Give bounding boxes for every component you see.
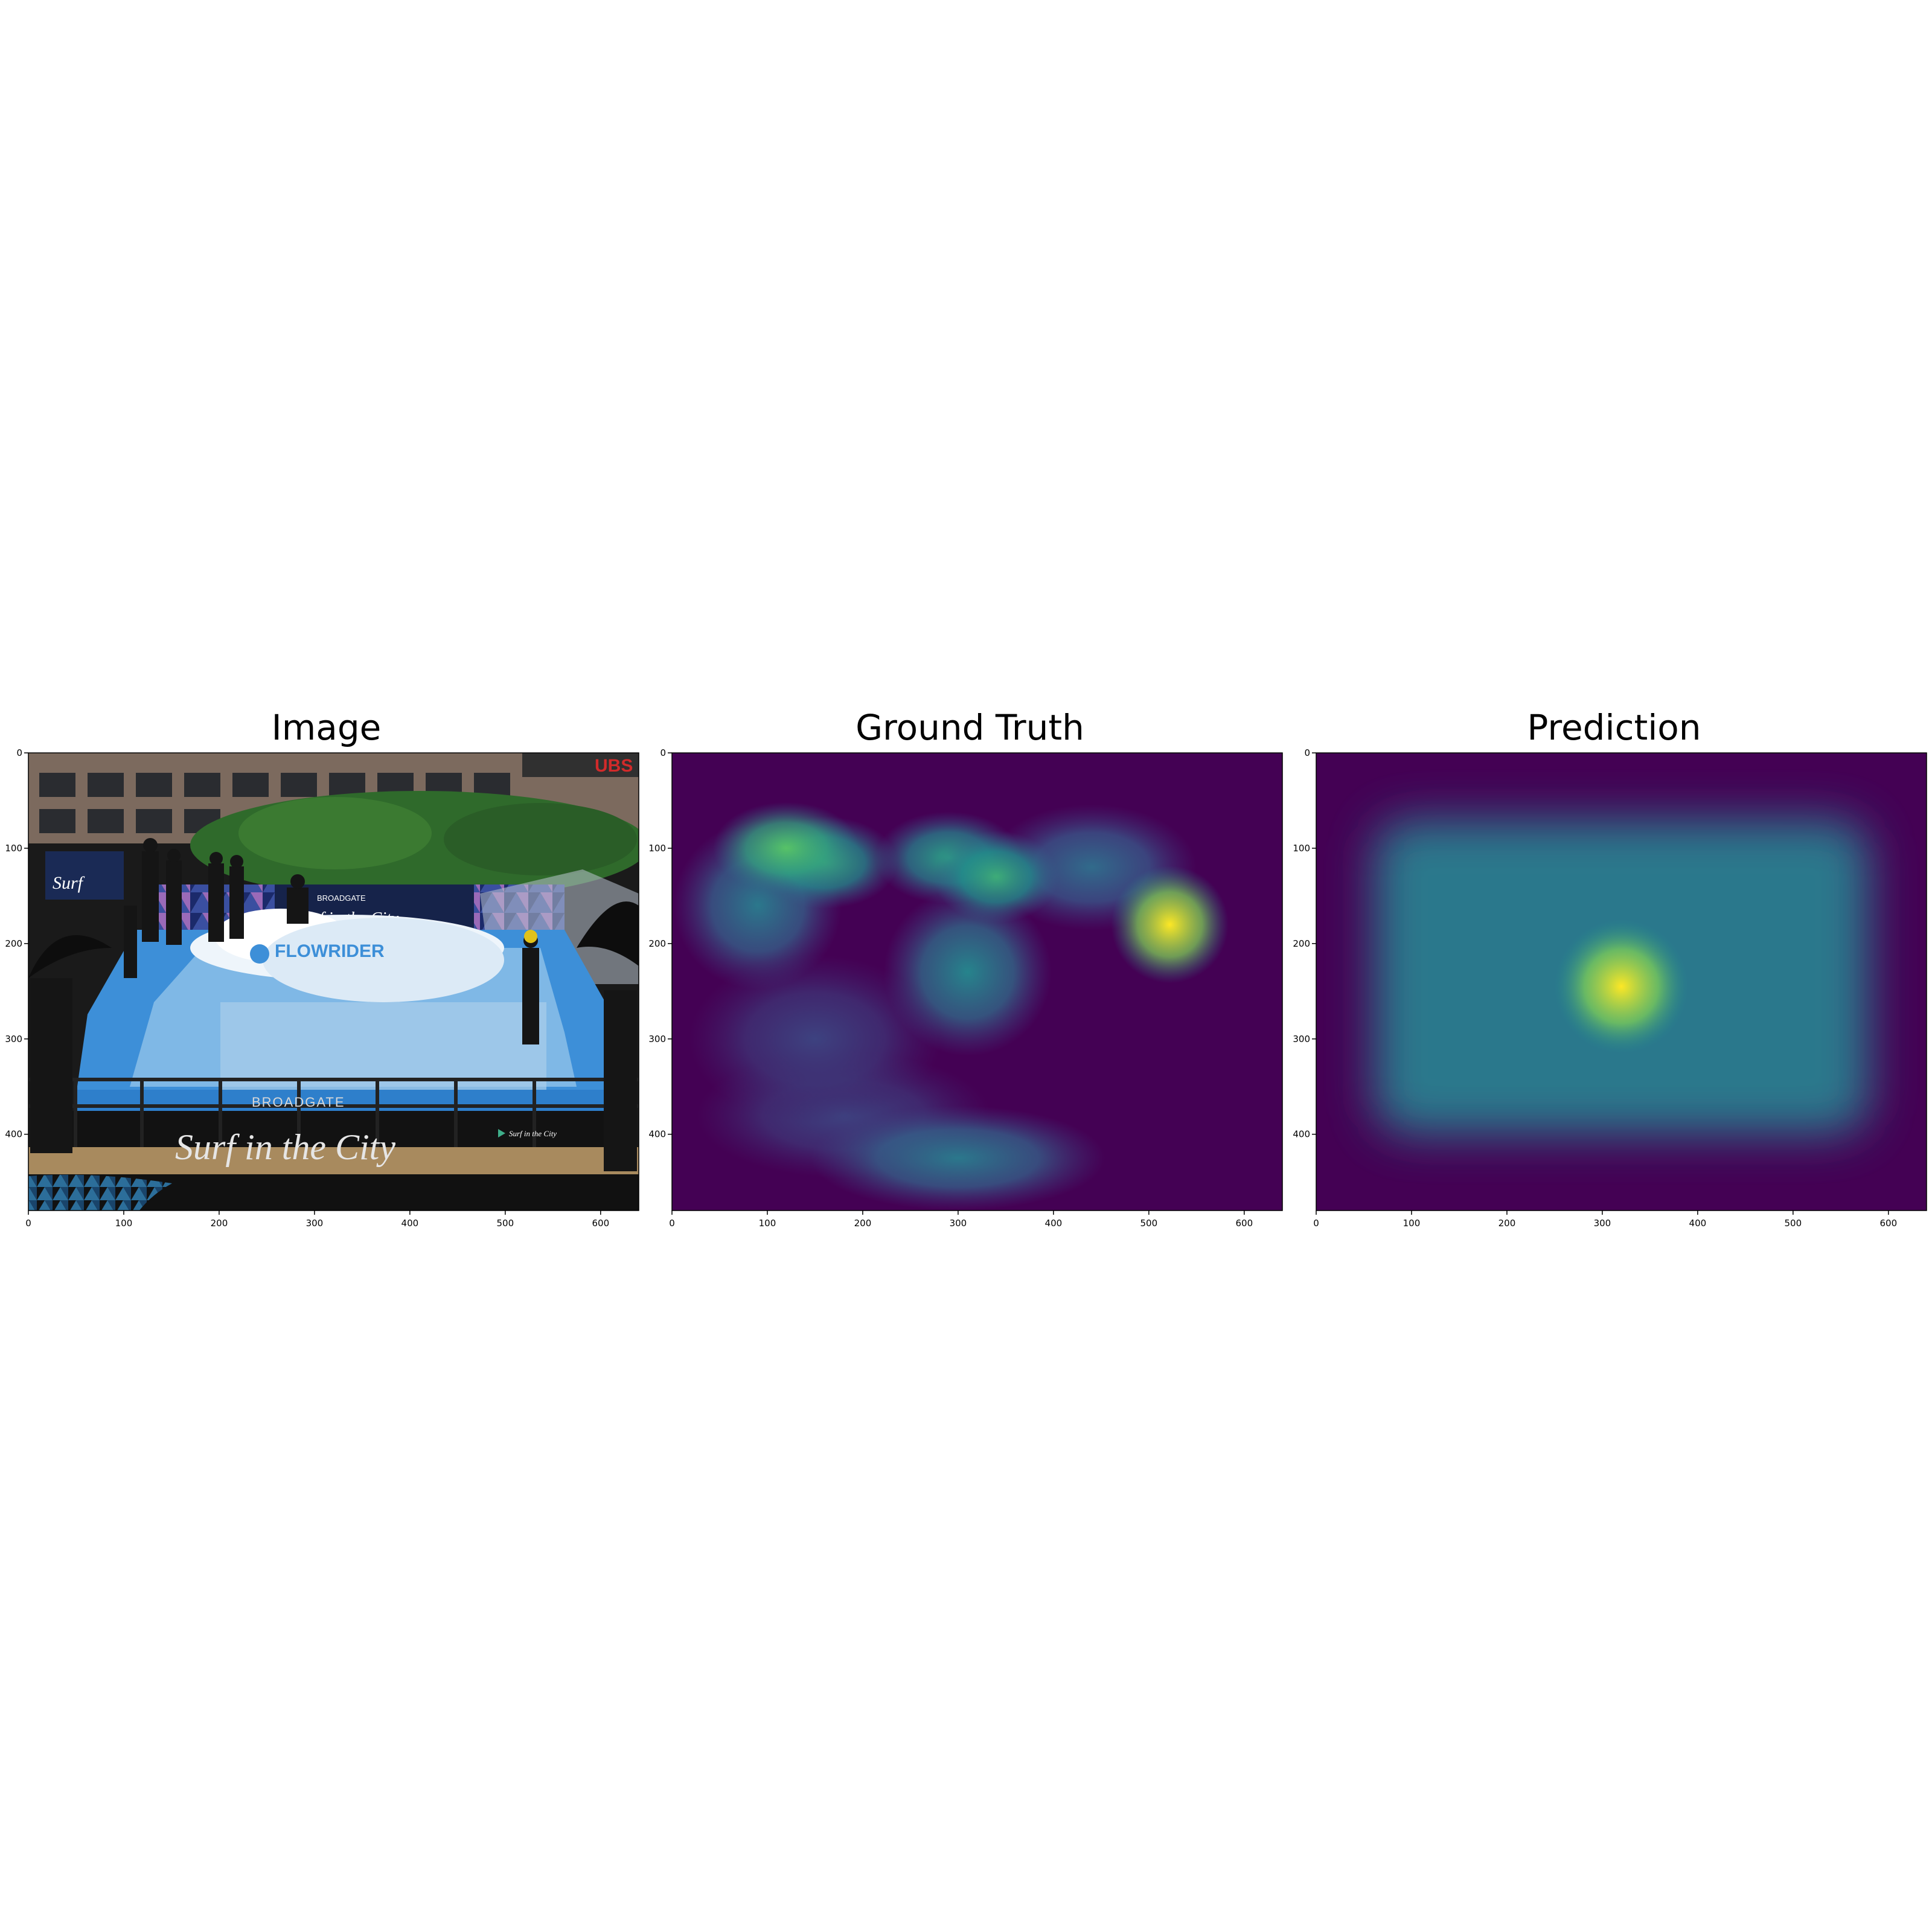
y-tick-label: 100 xyxy=(5,843,22,854)
heatmap-hotspot xyxy=(1111,865,1229,984)
x-tick-label: 600 xyxy=(1879,1218,1897,1229)
heatmap-hotspot xyxy=(883,888,1052,1057)
y-tick-label: 300 xyxy=(5,1034,22,1044)
y-tick-label: 300 xyxy=(1293,1034,1310,1044)
left-sign: Surf xyxy=(53,873,85,893)
x-tick-label: 0 xyxy=(669,1218,675,1229)
heatmap-hotspot xyxy=(933,830,1060,923)
y-tick-label: 200 xyxy=(5,938,22,949)
panel-image: Image xyxy=(5,706,649,1244)
y-tick-label: 200 xyxy=(1293,938,1310,949)
y-tick-label: 300 xyxy=(648,1034,666,1044)
panel-title: Ground Truth xyxy=(856,707,1084,748)
x-tick-label: 200 xyxy=(211,1218,228,1229)
ground-truth-plot: 0 100 200 300 400 500 600 0 100 200 300 400 xyxy=(648,747,1283,1229)
x-tick-label: 500 xyxy=(1785,1218,1802,1229)
axes-frame xyxy=(671,752,1283,1211)
x-tick-label: 100 xyxy=(759,1218,776,1229)
x-tick-label: 200 xyxy=(1499,1218,1516,1229)
deck xyxy=(28,1147,639,1177)
y-tick-label: 400 xyxy=(648,1129,666,1140)
x-tick-label: 300 xyxy=(1594,1218,1611,1229)
image-plot: UBS BROADGATE Surf in the City FLOWRIDER xyxy=(5,747,639,1229)
y-tick-label: 400 xyxy=(5,1129,22,1140)
x-tick-label: 200 xyxy=(854,1218,872,1229)
y-tick-label: 200 xyxy=(648,938,666,949)
umbrella-left xyxy=(28,935,112,978)
y-tick-label: 0 xyxy=(1304,747,1310,758)
x-tick-label: 0 xyxy=(1313,1218,1319,1229)
y-tick-label: 100 xyxy=(1293,843,1310,854)
panel-title: Prediction xyxy=(1527,707,1701,748)
panel-ground-truth: Ground Truth 0 100 200 300 400 500 600 0 100 200 3… xyxy=(648,706,1293,1244)
heatmap-hotspot xyxy=(811,1105,1105,1211)
y-tick-label: 100 xyxy=(648,843,666,854)
banner-brand: BROADGATE xyxy=(252,1095,345,1110)
prediction-heatmap xyxy=(1316,753,1927,1211)
banner-slogan: Surf in the City xyxy=(175,1127,395,1167)
x-tick-label: 400 xyxy=(1045,1218,1063,1229)
heatmap-hotspot xyxy=(712,802,860,895)
x-tick-label: 300 xyxy=(306,1218,324,1229)
x-tick-label: 400 xyxy=(1689,1218,1707,1229)
axes-frame xyxy=(1316,752,1927,1211)
panel-prediction: Prediction 0 100 200 300 400 500 600 0 100 200 300… xyxy=(1293,706,1932,1244)
x-tick-label: 100 xyxy=(115,1218,133,1229)
x-tick-label: 0 xyxy=(25,1218,31,1229)
panel-title: Image xyxy=(271,707,382,748)
pool-logo: FLOWRIDER xyxy=(275,941,385,961)
y-tick-label: 400 xyxy=(1293,1129,1310,1140)
x-tick-label: 600 xyxy=(592,1218,609,1229)
prediction-plot: 0 100 200 300 400 500 600 0 100 200 300 400 xyxy=(1293,747,1927,1229)
heatmap-hotspot xyxy=(689,955,941,1123)
x-tick-label: 300 xyxy=(950,1218,967,1229)
top-banner-brand: BROADGATE xyxy=(317,894,366,903)
y-tick-label: 0 xyxy=(16,747,22,758)
photo: UBS BROADGATE Surf in the City FLOWRIDER xyxy=(28,753,639,1211)
x-tick-label: 500 xyxy=(497,1218,514,1229)
y-tick-label: 0 xyxy=(660,747,666,758)
small-slogan: Surf in the City xyxy=(509,1129,557,1138)
x-tick-label: 400 xyxy=(401,1218,419,1229)
x-tick-label: 600 xyxy=(1235,1218,1253,1229)
x-tick-label: 500 xyxy=(1140,1218,1158,1229)
axes-frame xyxy=(28,752,639,1211)
ground-truth-axes: 0 100 200 300 400 500 600 0 100 200 300 400 xyxy=(648,747,1283,1229)
umbrella-right xyxy=(577,901,639,966)
heatmap-hotspot xyxy=(1554,919,1689,1054)
ubs-logo: UBS xyxy=(595,756,633,776)
ground-truth-heatmap xyxy=(672,753,1282,1211)
image-axes: 0 100 200 300 400 500 600 0 100 200 300 400 xyxy=(5,747,639,1229)
prediction-axes: 0 100 200 300 400 500 600 0 100 200 300 400 xyxy=(1293,747,1927,1229)
x-tick-label: 100 xyxy=(1403,1218,1421,1229)
